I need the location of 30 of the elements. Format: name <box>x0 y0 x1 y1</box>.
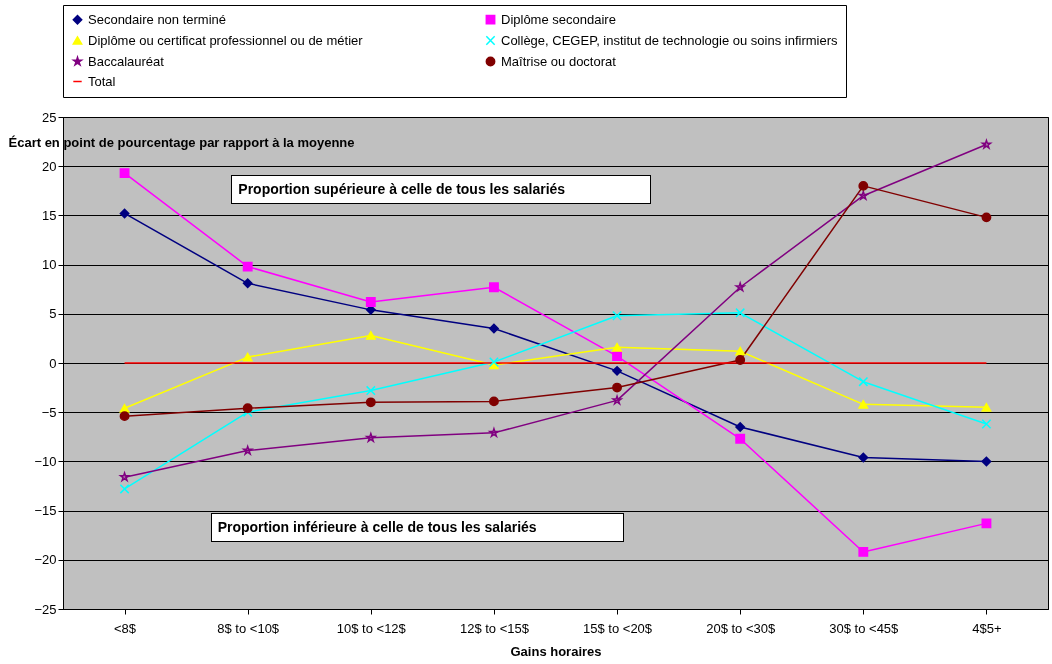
y-tick-label: −15 <box>34 503 57 519</box>
y-tick-label: 15 <box>42 207 57 223</box>
y-tick-label: 5 <box>49 306 57 322</box>
x-tick-label: 8$ to <10$ <box>217 620 280 636</box>
legend-label: Baccalauréat <box>88 53 165 69</box>
x-tick-label: 10$ to <12$ <box>336 620 407 636</box>
x-tick-label: 12$ to <15$ <box>459 620 530 636</box>
y-tick-label: 0 <box>49 355 57 371</box>
legend-label: Maîtrise ou doctorat <box>501 53 617 69</box>
y-tick-label: −20 <box>34 552 57 568</box>
note-box: Proportion inférieure à celle de tous les salariés <box>210 512 625 542</box>
legend-label: Secondaire non terminé <box>88 11 227 27</box>
y-tick-label: 10 <box>42 257 57 273</box>
note-box: Proportion supérieure à celle de tous les salariés <box>231 175 651 204</box>
legend-label: Collège, CEGEP, institut de technologie ou soins infirmiers <box>501 32 838 48</box>
x-tick-label: 4$5+ <box>972 620 1002 636</box>
x-tick-label: 30$ to <45$ <box>829 620 900 636</box>
x-axis-title: Gains horaires <box>510 643 602 659</box>
y-axis-title: Écart en point de pourcentage par rapport à la moyenne <box>8 134 355 150</box>
legend-label: Diplôme secondaire <box>501 11 616 27</box>
x-tick-label: <8$ <box>114 620 137 636</box>
y-tick-label: −5 <box>41 404 57 420</box>
legend-label: Total <box>88 73 116 89</box>
x-tick-label: 15$ to <20$ <box>583 620 653 636</box>
legend-label: Diplôme ou certificat professionnel ou de métier <box>88 32 364 48</box>
y-tick-label: −10 <box>34 453 57 469</box>
x-tick-label: 20$ to <30$ <box>706 620 776 636</box>
y-tick-label: −25 <box>34 601 57 617</box>
y-tick-label: 25 <box>42 109 57 125</box>
y-tick-label: 20 <box>42 158 57 174</box>
